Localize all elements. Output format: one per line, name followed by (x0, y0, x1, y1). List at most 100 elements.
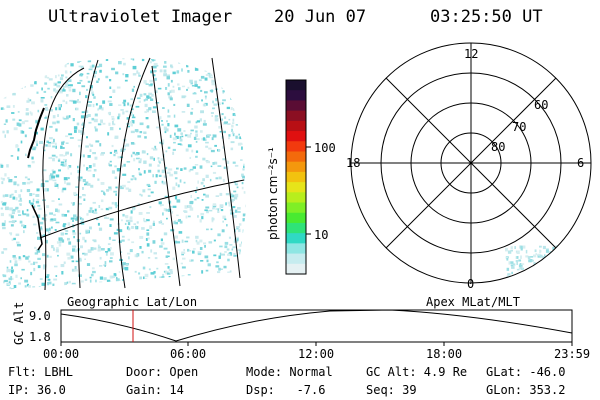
speckle (66, 94, 69, 97)
speckle (235, 180, 238, 184)
speckle (31, 146, 34, 149)
speckle (97, 108, 99, 111)
speckle (67, 210, 70, 213)
speckle (48, 231, 51, 234)
speckle (159, 276, 162, 279)
speckle (218, 102, 221, 105)
speckle (178, 61, 181, 64)
speckle (41, 87, 43, 91)
speckle (215, 177, 219, 180)
speckle (155, 126, 159, 129)
altitude-ytick: 9.0 (29, 309, 51, 323)
speckle (55, 107, 58, 111)
speckle (519, 266, 523, 269)
speckle (109, 224, 112, 227)
speckle (199, 219, 202, 223)
speckle (39, 278, 43, 280)
speckle (2, 274, 7, 278)
speckle (70, 56, 73, 58)
speckle (224, 251, 227, 253)
speckle (6, 266, 9, 269)
speckle (195, 133, 198, 137)
speckle (179, 220, 183, 224)
speckle (581, 256, 584, 260)
speckle (158, 278, 162, 282)
speckle (587, 252, 591, 255)
speckle (90, 144, 94, 147)
speckle (90, 58, 93, 59)
speckle (191, 259, 194, 262)
speckle (212, 207, 215, 210)
speckle (225, 277, 229, 281)
speckle (78, 178, 82, 182)
speckle (212, 80, 216, 84)
speckle (246, 170, 250, 172)
speckle (139, 280, 143, 284)
speckle (17, 81, 21, 85)
speckle (143, 80, 147, 84)
speckle (545, 262, 549, 267)
speckle (85, 181, 89, 185)
speckle (100, 208, 104, 211)
speckle (33, 223, 37, 226)
speckle (538, 253, 541, 256)
speckle (186, 236, 190, 239)
speckle (68, 165, 72, 168)
speckle (138, 74, 141, 77)
speckle (249, 228, 252, 231)
speckle (98, 63, 103, 68)
speckle (579, 251, 583, 256)
speckle (122, 264, 125, 267)
speckle (151, 93, 154, 97)
speckle (521, 277, 523, 280)
speckle (228, 203, 232, 207)
speckle (238, 133, 240, 136)
speckle (131, 241, 135, 244)
speckle (231, 248, 234, 251)
speckle (175, 222, 178, 225)
speckle (91, 267, 95, 270)
speckle (120, 185, 124, 190)
speckle (130, 98, 134, 101)
speckle (205, 206, 210, 209)
speckle (62, 88, 65, 91)
speckle (234, 114, 239, 117)
speckle (80, 73, 83, 77)
speckle (143, 276, 145, 280)
speckle (79, 79, 83, 82)
speckle (86, 88, 88, 91)
speckle (117, 156, 120, 159)
speckle (89, 149, 92, 152)
polar-aurora-speckle (505, 245, 591, 286)
speckle (585, 268, 587, 271)
speckle (218, 176, 222, 180)
colorbar-band (286, 141, 306, 153)
speckle (65, 76, 68, 79)
speckle (235, 236, 239, 240)
speckle (100, 190, 104, 193)
speckle (187, 70, 190, 73)
speckle (150, 83, 153, 86)
speckle (61, 271, 64, 275)
speckle (97, 78, 100, 81)
speckle (150, 249, 153, 253)
speckle (203, 242, 207, 245)
speckle (163, 247, 168, 250)
colorbar-tick-label: 100 (314, 141, 336, 155)
speckle (546, 284, 548, 286)
speckle (226, 224, 228, 227)
speckle (152, 74, 156, 77)
speckle (59, 154, 64, 157)
speckle (146, 95, 150, 98)
speckle (65, 230, 69, 232)
speckle (52, 121, 56, 125)
speckle (220, 209, 224, 212)
speckle (105, 207, 110, 211)
speckle (211, 219, 214, 223)
speckle (32, 146, 37, 149)
speckle (30, 112, 33, 116)
speckle (122, 173, 127, 176)
speckle (12, 196, 16, 200)
speckle (507, 250, 512, 254)
speckle (205, 141, 209, 144)
